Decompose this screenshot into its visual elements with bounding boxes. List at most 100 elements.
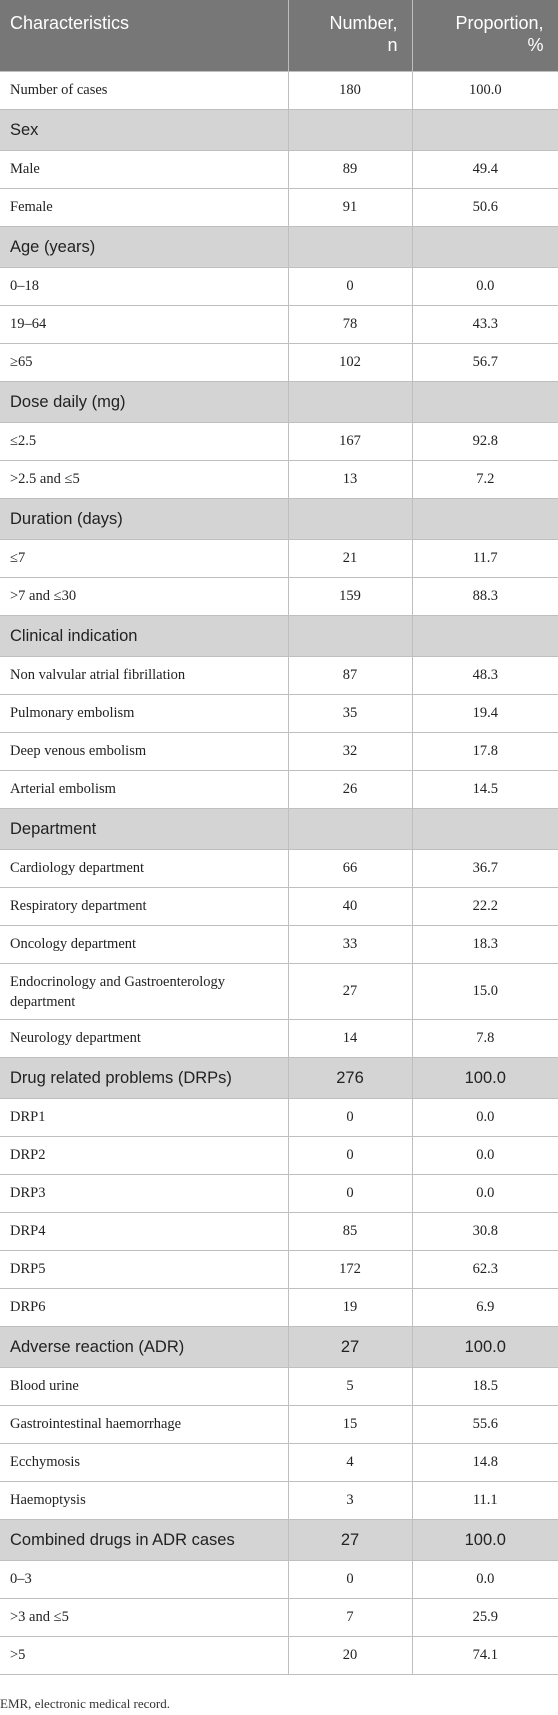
row-label: DRP2	[0, 1136, 289, 1175]
table-row: DRP2 0 0.0	[0, 1136, 558, 1175]
row-label: DRP5	[0, 1250, 289, 1289]
row-label: Female	[0, 188, 289, 227]
number-cell: 33	[287, 925, 413, 964]
proportion-cell: 0.0	[411, 1098, 558, 1137]
table-header: Characteristics Number, n Proportion, %	[0, 0, 558, 72]
header-proportion: Proportion, %	[411, 0, 558, 72]
table-body: Number of cases 180 100.0 Sex Male 89 49.4 Fema…	[0, 71, 558, 1675]
proportion-cell: 19.4	[411, 694, 558, 733]
number-cell: 19	[287, 1288, 413, 1327]
row-label: Respiratory department	[0, 887, 289, 926]
number-cell	[287, 226, 413, 268]
number-cell: 159	[287, 577, 413, 616]
number-cell: 20	[287, 1636, 413, 1675]
table-row: >7 and ≤30 159 88.3	[0, 577, 558, 616]
table-row: ≥65 102 56.7	[0, 343, 558, 382]
number-cell: 102	[287, 343, 413, 382]
proportion-cell: 56.7	[411, 343, 558, 382]
proportion-cell: 7.8	[411, 1019, 558, 1058]
number-cell: 5	[287, 1367, 413, 1406]
row-label: Pulmonary embolism	[0, 694, 289, 733]
proportion-cell: 0.0	[411, 267, 558, 306]
table-row: Deep venous embolism 32 17.8	[0, 732, 558, 771]
table-row: Oncology department 33 18.3	[0, 925, 558, 964]
number-cell: 13	[287, 460, 413, 499]
proportion-cell: 36.7	[411, 849, 558, 888]
row-label: 0–18	[0, 267, 289, 306]
table-row: Non valvular atrial fibrillation 87 48.3	[0, 656, 558, 695]
section-label: Dose daily (mg)	[0, 381, 289, 423]
number-cell: 0	[287, 1136, 413, 1175]
proportion-cell	[411, 498, 558, 540]
table-row: >2.5 and ≤5 13 7.2	[0, 460, 558, 499]
row-label: 19–64	[0, 305, 289, 344]
proportion-cell: 6.9	[411, 1288, 558, 1327]
proportion-cell: 62.3	[411, 1250, 558, 1289]
row-label: ≤2.5	[0, 422, 289, 461]
table-row: Pulmonary embolism 35 19.4	[0, 694, 558, 733]
proportion-cell: 14.8	[411, 1443, 558, 1482]
number-cell: 0	[287, 1560, 413, 1599]
table-row: DRP1 0 0.0	[0, 1098, 558, 1137]
row-label: ≥65	[0, 343, 289, 382]
proportion-cell: 55.6	[411, 1405, 558, 1444]
proportion-cell: 11.7	[411, 539, 558, 578]
row-label: Blood urine	[0, 1367, 289, 1406]
proportion-cell: 100.0	[411, 1519, 558, 1561]
row-label: Gastrointestinal haemorrhage	[0, 1405, 289, 1444]
row-label: 0–3	[0, 1560, 289, 1599]
proportion-cell: 50.6	[411, 188, 558, 227]
section-row: Adverse reaction (ADR) 27 100.0	[0, 1326, 558, 1368]
row-label: Neurology department	[0, 1019, 289, 1058]
header-number: Number, n	[287, 0, 413, 72]
table-row: Ecchymosis 4 14.8	[0, 1443, 558, 1482]
table-row: Arterial embolism 26 14.5	[0, 770, 558, 809]
section-row: Age (years)	[0, 226, 558, 268]
row-label: DRP6	[0, 1288, 289, 1327]
header-characteristics: Characteristics	[0, 0, 289, 72]
number-cell: 66	[287, 849, 413, 888]
proportion-cell: 30.8	[411, 1212, 558, 1251]
number-cell: 32	[287, 732, 413, 771]
number-cell: 91	[287, 188, 413, 227]
row-label: Non valvular atrial fibrillation	[0, 656, 289, 695]
proportion-cell: 0.0	[411, 1174, 558, 1213]
row-label: DRP1	[0, 1098, 289, 1137]
number-cell: 3	[287, 1481, 413, 1520]
table-row: Female 91 50.6	[0, 188, 558, 227]
number-cell: 14	[287, 1019, 413, 1058]
number-cell	[287, 109, 413, 151]
number-cell: 85	[287, 1212, 413, 1251]
proportion-cell: 100.0	[411, 1326, 558, 1368]
number-cell: 26	[287, 770, 413, 809]
row-label: Oncology department	[0, 925, 289, 964]
number-cell: 78	[287, 305, 413, 344]
header-number-line1: Number,	[329, 13, 398, 33]
table-row: Blood urine 5 18.5	[0, 1367, 558, 1406]
table-row: ≤2.5 167 92.8	[0, 422, 558, 461]
proportion-cell	[411, 109, 558, 151]
table-row: 0–18 0 0.0	[0, 267, 558, 306]
section-row: Duration (days)	[0, 498, 558, 540]
number-cell: 27	[287, 1326, 413, 1368]
section-label: Combined drugs in ADR cases	[0, 1519, 289, 1561]
header-proportion-line2: %	[527, 35, 544, 55]
number-cell: 276	[287, 1057, 413, 1099]
number-cell: 21	[287, 539, 413, 578]
row-label: ≤7	[0, 539, 289, 578]
table-row: Endocrinology and Gastroenterology depar…	[0, 963, 558, 1020]
table-footnote: EMR, electronic medical record.	[0, 1696, 171, 1711]
proportion-cell: 17.8	[411, 732, 558, 771]
table-row: ≤7 21 11.7	[0, 539, 558, 578]
number-cell: 35	[287, 694, 413, 733]
section-label: Age (years)	[0, 226, 289, 268]
row-label: Endocrinology and Gastroenterology depar…	[0, 963, 289, 1020]
section-label: Duration (days)	[0, 498, 289, 540]
table-row: DRP5 172 62.3	[0, 1250, 558, 1289]
section-row: Drug related problems (DRPs) 276 100.0	[0, 1057, 558, 1099]
number-cell: 27	[287, 963, 413, 1020]
proportion-cell: 100.0	[411, 71, 558, 110]
table-row: Respiratory department 40 22.2	[0, 887, 558, 926]
proportion-cell	[411, 381, 558, 423]
proportion-cell: 7.2	[411, 460, 558, 499]
